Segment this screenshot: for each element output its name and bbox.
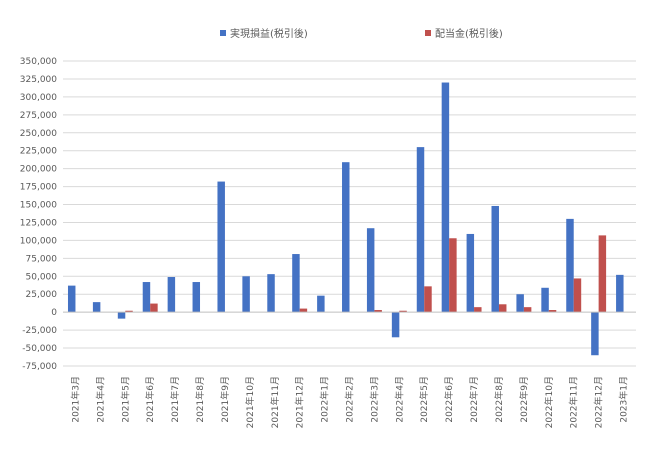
- bar: [366, 228, 375, 313]
- x-tick-label: 2021年4月: [94, 376, 106, 423]
- y-tick-label: 225,000: [20, 147, 57, 157]
- y-tick-label: 0: [51, 308, 57, 318]
- x-tick-label: 2022年11月: [568, 376, 580, 428]
- x-tick-label: 2021年10月: [244, 376, 256, 428]
- bar: [374, 310, 382, 313]
- y-tick-label: 300,000: [20, 93, 57, 103]
- bars: [67, 82, 624, 356]
- bar: [523, 307, 532, 313]
- bar: [474, 307, 482, 313]
- bar: [598, 235, 607, 313]
- y-tick-label: 325,000: [20, 75, 57, 85]
- x-axis-tick-labels: 2021年3月 2021年4月 2021年5月 2021年6月 2021年7月 2021年…: [69, 376, 629, 428]
- bar: [342, 162, 350, 313]
- bar: [616, 274, 624, 313]
- bar: [317, 295, 325, 313]
- bar: [516, 294, 524, 313]
- legend-label: 実現損益(税引後): [230, 27, 308, 40]
- y-tick-label: 50,000: [26, 272, 58, 282]
- bar: [150, 303, 158, 313]
- y-tick-label: 250,000: [20, 129, 57, 139]
- bar: [217, 181, 225, 313]
- bar: [541, 287, 549, 313]
- bar: [416, 147, 425, 313]
- x-tick-label: 2022年1月: [319, 376, 331, 423]
- bar: [424, 286, 432, 313]
- bar: [399, 310, 407, 313]
- bar: [491, 205, 499, 313]
- legend: 実現損益(税引後) 配当金(税引後): [220, 27, 503, 40]
- x-tick-label: 2021年11月: [269, 376, 281, 428]
- bar: [125, 310, 133, 313]
- y-tick-label: -25,000: [22, 326, 57, 336]
- y-tick-label: 175,000: [20, 183, 57, 193]
- y-tick-label: 75,000: [26, 254, 58, 264]
- legend-label: 配当金(税引後): [435, 27, 503, 40]
- bar: [192, 282, 201, 313]
- bar: [267, 274, 275, 313]
- bar: [391, 312, 400, 338]
- x-tick-label: 2022年6月: [443, 376, 455, 423]
- y-tick-label: 150,000: [20, 201, 57, 211]
- bar: [167, 277, 176, 313]
- x-tick-label: 2021年3月: [69, 376, 81, 423]
- x-tick-label: 2021年5月: [119, 376, 131, 423]
- legend-swatch: [220, 30, 226, 36]
- bar: [449, 238, 457, 313]
- x-tick-label: 2021年7月: [169, 376, 181, 423]
- bar: [591, 312, 599, 356]
- y-tick-label: -50,000: [22, 344, 57, 354]
- x-tick-label: 2022年8月: [493, 376, 505, 423]
- x-tick-label: 2022年4月: [393, 376, 405, 423]
- y-tick-label: 275,000: [20, 111, 57, 121]
- bar: [573, 278, 582, 313]
- x-tick-label: 2022年9月: [518, 376, 530, 423]
- x-tick-label: 2022年10月: [543, 376, 555, 428]
- y-tick-label: 100,000: [20, 236, 57, 246]
- bar: [242, 276, 250, 313]
- y-tick-label: 25,000: [26, 290, 58, 300]
- x-tick-label: 2023年1月: [618, 376, 630, 423]
- y-tick-label: -75,000: [22, 362, 57, 372]
- bar: [92, 302, 101, 313]
- y-tick-label: 350,000: [20, 57, 57, 67]
- bar: [67, 285, 76, 313]
- bar: [441, 82, 450, 313]
- x-tick-label: 2021年12月: [294, 376, 306, 428]
- bar: [117, 312, 126, 319]
- x-tick-label: 2022年3月: [368, 376, 380, 423]
- bar: [292, 254, 300, 313]
- bar: [466, 233, 475, 313]
- x-tick-label: 2022年5月: [418, 376, 430, 423]
- x-tick-label: 2021年8月: [194, 376, 206, 423]
- bar: [498, 304, 507, 313]
- x-tick-label: 2021年9月: [219, 376, 231, 423]
- bar: [142, 282, 151, 313]
- y-axis-tick-labels: -75,000 -50,000 -25,000 0 25,000 50,000 75,000…: [20, 57, 57, 372]
- legend-swatch: [425, 30, 431, 36]
- y-tick-label: 200,000: [20, 165, 57, 175]
- y-tick-label: 125,000: [20, 218, 57, 228]
- bar: [299, 308, 308, 313]
- x-tick-label: 2022年7月: [468, 376, 480, 423]
- bar: [548, 310, 557, 313]
- bar: [566, 218, 574, 313]
- x-tick-label: 2021年6月: [144, 376, 156, 423]
- x-tick-label: 2022年12月: [593, 376, 605, 428]
- x-tick-label: 2022年2月: [344, 376, 356, 423]
